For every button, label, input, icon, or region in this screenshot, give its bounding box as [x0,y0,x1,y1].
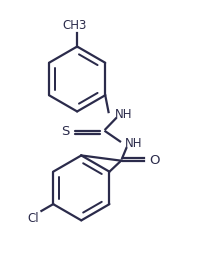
Text: CH3: CH3 [63,19,87,32]
Text: NH: NH [115,108,132,121]
Text: O: O [149,154,160,167]
Text: Cl: Cl [28,212,39,225]
Text: S: S [61,125,70,138]
Text: NH: NH [125,137,143,150]
